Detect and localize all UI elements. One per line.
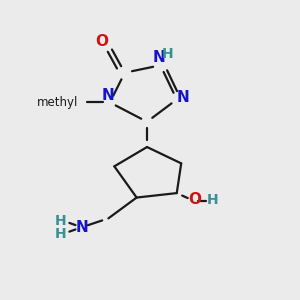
Text: N: N: [152, 50, 165, 65]
Text: H: H: [162, 47, 174, 61]
Text: N: N: [102, 88, 115, 104]
Text: N: N: [177, 91, 190, 106]
Text: methyl: methyl: [36, 96, 78, 109]
Text: O: O: [95, 34, 108, 49]
Text: H: H: [207, 193, 219, 207]
Text: H: H: [55, 227, 67, 241]
Text: O: O: [188, 192, 201, 207]
Text: H: H: [55, 214, 67, 228]
Text: N: N: [75, 220, 88, 235]
